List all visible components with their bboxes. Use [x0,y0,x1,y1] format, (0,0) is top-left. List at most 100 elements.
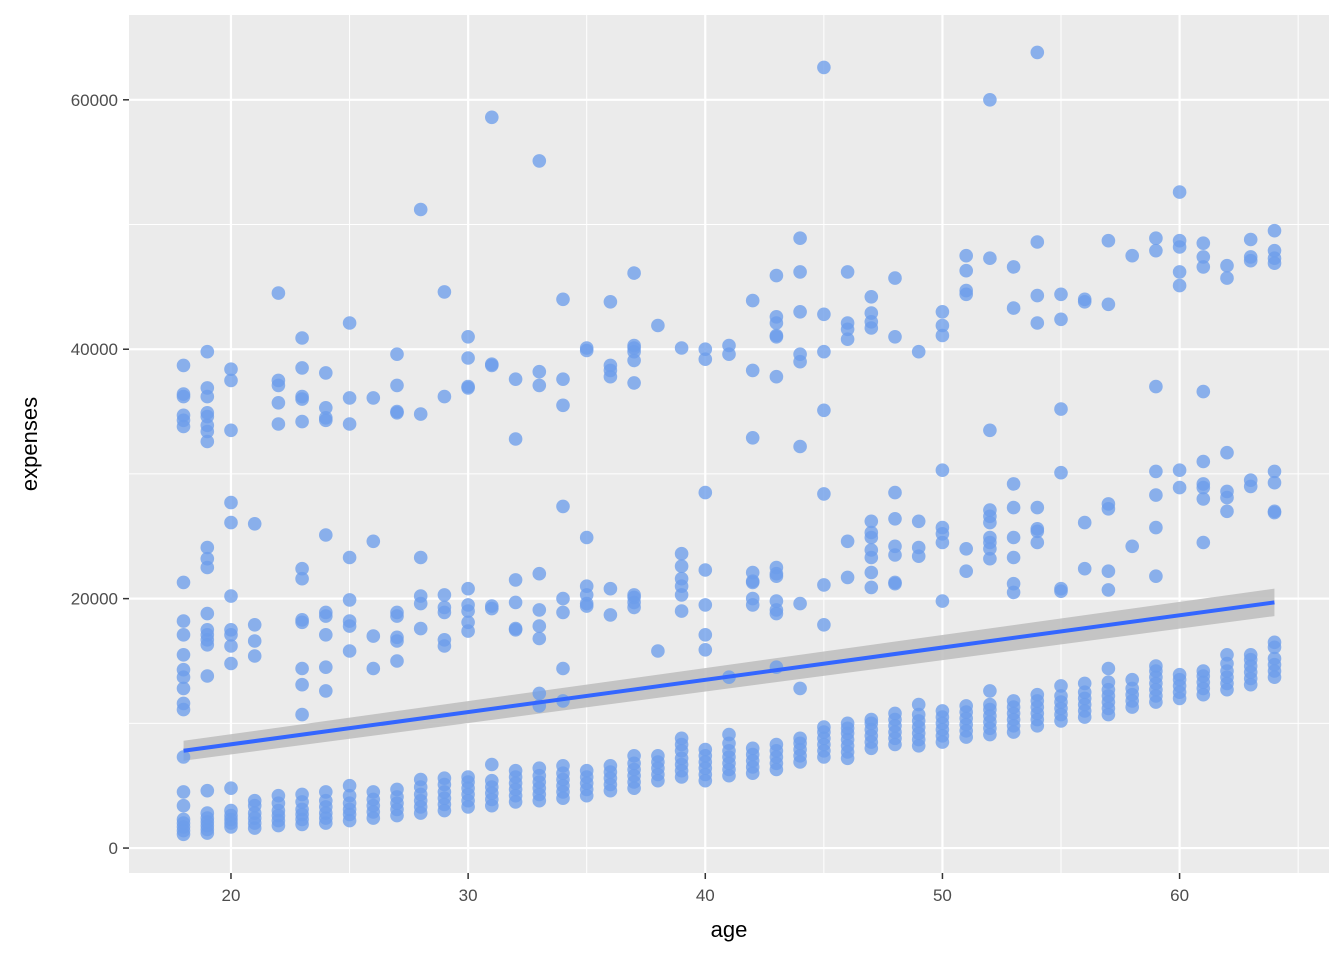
data-point [864,712,879,727]
x-tick-label: 20 [222,886,241,905]
data-point [342,316,357,330]
y-tick-label: 0 [109,839,118,858]
data-point [1125,248,1139,263]
data-point [176,681,191,696]
y-axis: 0 20000 40000 60000 [71,91,129,858]
data-point [888,485,902,500]
data-point [793,347,807,362]
data-point [1243,473,1258,488]
data-point [1030,316,1045,330]
data-point [1172,233,1187,248]
data-point [295,707,309,722]
data-point [888,271,902,285]
data-point [342,614,357,628]
data-point [603,608,618,622]
data-point [1220,271,1234,285]
data-point [1172,480,1187,495]
data-point [390,347,404,362]
data-point [556,292,570,307]
data-point [1149,231,1163,245]
data-point [508,763,523,778]
data-point [627,749,641,763]
data-point [1101,675,1116,689]
data-point [532,761,547,775]
data-point [271,396,286,410]
data-point [532,619,547,633]
data-point [888,706,902,721]
data-point [817,618,831,632]
data-point [1030,500,1045,515]
data-point [508,621,523,636]
data-point [674,604,689,618]
data-point [651,318,665,333]
data-point [247,793,262,808]
data-point [698,598,713,612]
data-point [769,560,784,575]
data-point [651,749,665,763]
data-point [319,366,333,380]
data-point [508,432,523,446]
data-point [793,231,807,245]
data-point [1196,260,1211,274]
data-point [1267,243,1282,258]
data-point [627,266,641,280]
data-point [556,605,570,620]
data-point [485,773,499,788]
data-point [200,606,215,621]
data-point [840,716,855,731]
data-point [1006,530,1021,545]
data-point [1172,667,1187,682]
data-point [674,559,689,573]
data-point [437,600,452,615]
data-point [1006,694,1021,708]
data-point [983,684,997,698]
data-point [698,628,713,642]
data-point [200,783,215,798]
data-point [366,629,381,643]
data-point [200,406,215,420]
data-point [390,630,404,645]
data-point [485,757,499,772]
data-point [295,389,309,404]
data-point [342,391,357,405]
data-point [1006,477,1021,491]
data-point [1267,651,1282,666]
data-point [176,798,191,813]
minor-gridlines [129,15,1329,873]
data-point [722,338,736,353]
regression-line [183,600,1275,753]
data-point [224,515,238,530]
regression-line-group [183,600,1275,753]
data-point [224,639,238,653]
data-point [817,720,831,734]
data-point [1196,535,1211,550]
data-point [366,785,381,799]
data-point [911,344,926,359]
data-point [413,621,428,636]
data-point [864,290,879,304]
data-point [200,623,215,637]
data-point [1149,520,1163,535]
data-point [840,570,855,585]
data-point [793,731,807,746]
data-point [983,93,997,107]
data-point [366,534,381,549]
data-point [271,788,286,803]
data-point [722,727,736,742]
data-point [556,398,570,413]
data-point [911,514,926,529]
data-point [911,697,926,712]
data-point [461,330,475,344]
data-point [485,599,499,613]
data-point [390,654,404,668]
data-point [319,684,333,698]
data-point [1172,185,1187,199]
data-point [1077,561,1092,576]
data-point [532,686,547,701]
data-point [437,771,452,785]
data-point [437,588,452,602]
data-point [295,787,309,802]
data-point [1006,550,1021,565]
data-point [698,352,713,367]
data-point [627,588,641,602]
